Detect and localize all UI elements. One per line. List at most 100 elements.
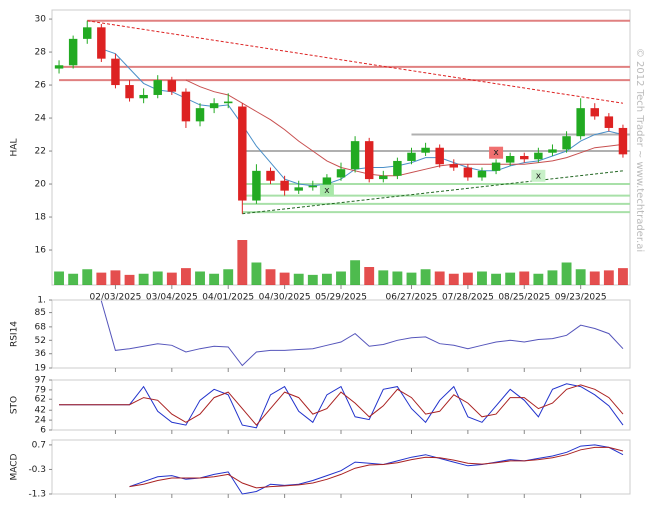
candle-body — [463, 167, 473, 178]
marker-label: x — [536, 171, 542, 181]
y-tick-label: -1.3 — [28, 490, 46, 500]
x-tick-label: 02/03/2025 — [90, 293, 142, 303]
volume-bar — [448, 273, 459, 285]
volume-bar — [54, 271, 64, 285]
y-tick-label: 30 — [35, 15, 47, 25]
x-tick-label: 05/29/2025 — [315, 293, 367, 303]
candle-body — [223, 101, 233, 104]
candle-body — [294, 187, 303, 191]
panel-frame — [51, 9, 631, 286]
candle-body — [421, 147, 430, 153]
indicator-line — [129, 444, 624, 495]
volume-bar — [82, 269, 93, 285]
y-tick-label: 24 — [35, 114, 47, 124]
y-tick-label: 26 — [35, 81, 47, 91]
x-tick-label: 03/04/2025 — [146, 293, 198, 303]
volume-bar — [406, 272, 417, 285]
x-tick-label: 09/23/2025 — [555, 293, 607, 303]
candle-body — [393, 160, 402, 176]
candle-body — [604, 116, 614, 128]
panel-frame — [51, 299, 631, 369]
volume-bar — [96, 272, 107, 285]
y-tick-label: 42 — [35, 406, 46, 416]
marker-box — [319, 184, 334, 197]
watermark: © 2012 Tech Trader ~ www.techtrader.ai — [634, 48, 645, 252]
volume-bar — [575, 269, 586, 285]
marker-box — [531, 169, 546, 182]
candle-body — [350, 141, 360, 170]
x-tick-label: 04/30/2025 — [259, 293, 311, 303]
y-tick-label: 68 — [35, 322, 47, 332]
candle-body — [266, 170, 275, 181]
y-axis-label: HAL — [10, 139, 20, 157]
volume-bar — [223, 269, 234, 285]
candle-body — [252, 170, 261, 201]
volume-bar — [603, 270, 614, 285]
y-tick-label: 62 — [35, 395, 46, 405]
candle-body — [125, 85, 134, 99]
candle-body — [83, 27, 92, 39]
volume-bar — [350, 260, 361, 285]
volume-bar — [477, 271, 487, 285]
trend-line — [242, 170, 624, 215]
volume-bar — [293, 273, 304, 285]
candle-body — [449, 164, 459, 168]
volume-bar — [462, 272, 473, 285]
x-tick-label: 06/27/2025 — [386, 293, 438, 303]
volume-bar — [533, 273, 544, 285]
candle-body — [379, 175, 388, 180]
candle-body — [322, 177, 332, 186]
candle-body — [308, 185, 318, 188]
x-tick-label: 08/25/2025 — [498, 293, 550, 303]
volume-bar — [519, 271, 530, 285]
volume-bar — [618, 268, 628, 285]
indicator-line — [100, 300, 624, 367]
y-axis-label: STO — [10, 396, 20, 414]
volume-bar — [378, 270, 389, 285]
volume-bar — [152, 271, 163, 285]
y-tick-label: 24 — [35, 416, 47, 426]
indicator-line — [101, 48, 624, 187]
volume-bar — [265, 269, 276, 285]
candle-body — [167, 80, 177, 92]
candle-body — [562, 136, 571, 150]
volume-bar — [307, 274, 318, 285]
candle-body — [548, 149, 557, 153]
candle-body — [534, 152, 543, 160]
volume-bar — [561, 262, 572, 285]
candle-body — [54, 65, 64, 69]
candle-body — [97, 27, 106, 59]
volume-bar — [364, 267, 375, 285]
indicator-line — [129, 446, 624, 489]
y-tick-label: 18 — [35, 213, 47, 223]
y-tick-label: 85 — [35, 308, 46, 318]
candle-body — [407, 152, 416, 161]
volume-bar — [279, 272, 290, 285]
y-tick-label: 6 — [40, 426, 46, 436]
volume-bar — [237, 240, 248, 285]
indicator-line — [185, 79, 624, 177]
volume-bar — [195, 271, 205, 285]
y-axis-label: RSI14 — [10, 321, 20, 347]
y-tick-label: 0.7 — [32, 440, 46, 450]
volume-bar — [180, 268, 191, 285]
volume-bar — [392, 271, 403, 285]
candle-body — [238, 106, 247, 201]
candle-body — [576, 108, 585, 137]
volume-bar — [589, 271, 600, 285]
volume-bar — [505, 272, 516, 285]
panel-frame — [51, 439, 631, 495]
volume-bar — [209, 273, 220, 285]
volume-bar — [251, 262, 262, 285]
y-tick-label: 1. — [37, 296, 46, 306]
candle-body — [435, 147, 444, 165]
volume-bar — [124, 274, 135, 285]
volume-bar — [68, 273, 79, 285]
volume-bar — [491, 273, 502, 285]
candle-body — [181, 91, 191, 122]
candle-body — [491, 162, 501, 171]
volume-bar — [166, 272, 177, 285]
candle-body — [364, 141, 374, 180]
candle-body — [477, 170, 487, 178]
